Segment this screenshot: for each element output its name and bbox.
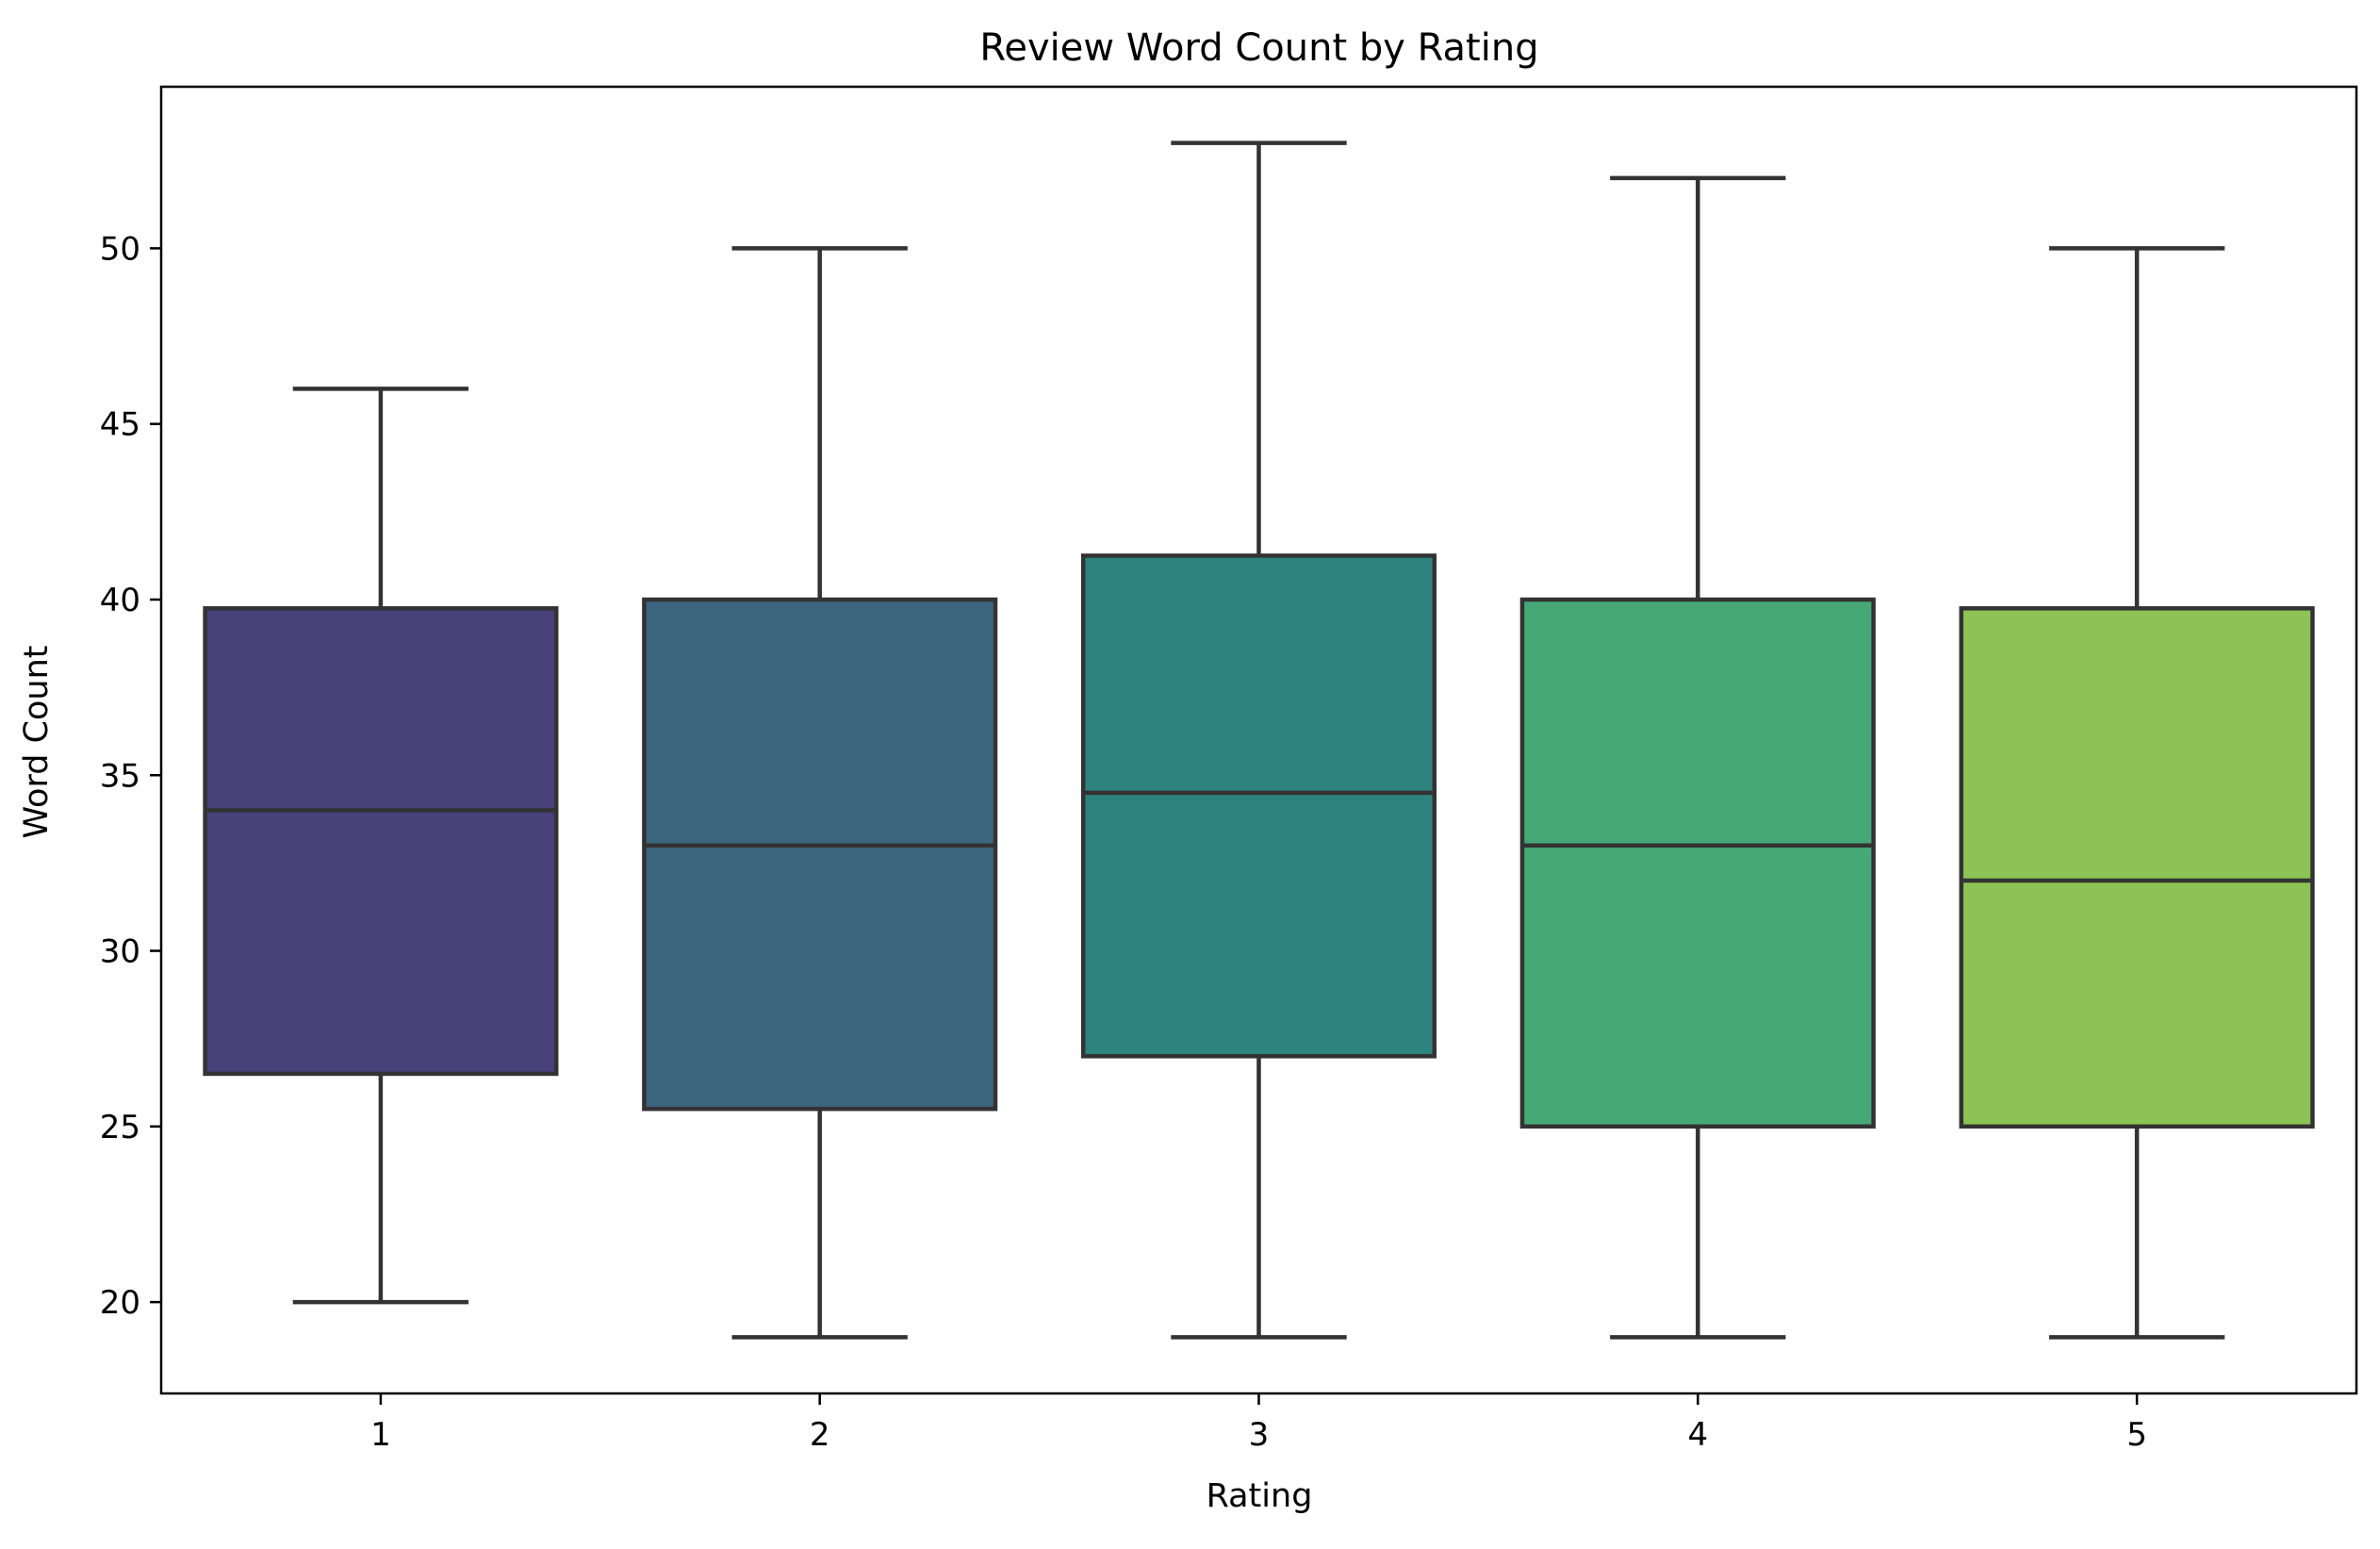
x-tick-label: 4: [1687, 1416, 1708, 1454]
box-rating-3: [1080, 140, 1437, 1340]
y-tick-label: 45: [100, 406, 140, 444]
iqr-box: [1080, 553, 1437, 1059]
box-rating-1: [203, 387, 559, 1305]
y-tick-label: 20: [100, 1284, 140, 1322]
iqr-box: [1959, 606, 2315, 1129]
box-rating-5: [1959, 246, 2315, 1340]
y-tick-label: 40: [100, 582, 140, 619]
iqr-box: [642, 597, 998, 1112]
x-tick-label: 2: [810, 1416, 830, 1454]
x-tick-label: 3: [1249, 1416, 1270, 1454]
box-rating-4: [1519, 175, 1876, 1340]
x-tick-label: 1: [370, 1416, 391, 1454]
iqr-box: [1519, 597, 1876, 1129]
iqr-box: [203, 606, 559, 1077]
box-rating-2: [642, 246, 998, 1340]
y-tick-label: 30: [100, 933, 140, 971]
y-tick-label: 50: [100, 230, 140, 268]
x-tick-label: 5: [2126, 1416, 2147, 1454]
y-axis-label: Word Count: [18, 645, 56, 838]
x-axis-label: Rating: [1206, 1477, 1313, 1515]
plot-frame: [159, 85, 2358, 1395]
y-tick-label: 25: [100, 1109, 140, 1146]
chart-title: Review Word Count by Rating: [979, 26, 1538, 70]
y-tick-label: 35: [100, 757, 140, 795]
